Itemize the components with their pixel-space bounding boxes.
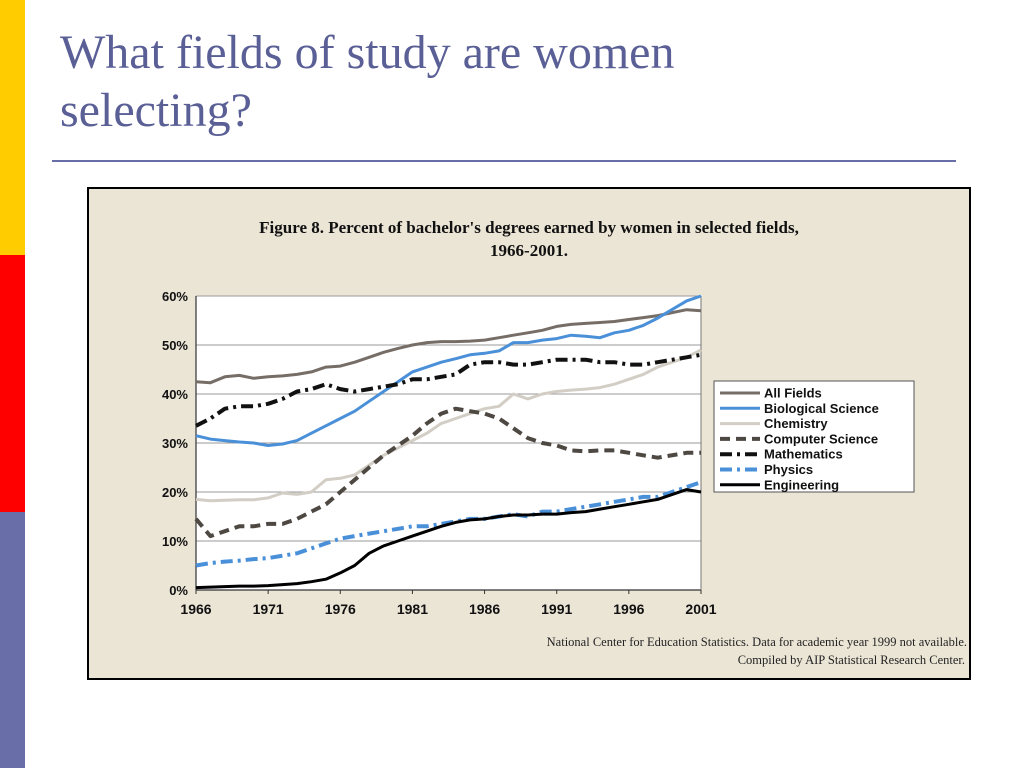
legend-label-engineering: Engineering [764,477,839,492]
series-line-all-fields [195,308,702,385]
accent-bar-slate [0,512,25,768]
series-line-computer-science [194,406,701,539]
chart-source-line2: Compiled by AIP Statistical Research Cen… [738,653,965,667]
y-tick-label: 10% [162,534,188,549]
legend-label-all-fields: All Fields [764,386,822,401]
series-line-chemistry [195,348,702,503]
x-tick-label: 1966 [180,601,211,617]
y-tick-label: 30% [162,436,188,451]
x-tick-label: 1981 [397,601,428,617]
title-divider [52,160,956,162]
line-chart: Figure 8. Percent of bachelor's degrees … [162,218,967,667]
y-tick-label: 40% [162,387,188,402]
x-tick-label: 1976 [325,601,356,617]
chart-axes: 0% 10% 20% 30% 40% 50% 60% 1966 1971 1976 1981 1986… [162,289,717,617]
slide-title: What fields of study are women selecting… [60,24,960,140]
chart-title-line2: 1966-2001. [490,241,568,260]
y-tick-label: 20% [162,485,188,500]
legend-label-biological-science: Biological Science [764,401,879,416]
legend-label-chemistry: Chemistry [764,416,828,431]
chart-title-line1: Figure 8. Percent of bachelor's degrees … [259,218,799,237]
chart-series [194,294,702,590]
x-tick-label: 1971 [253,601,284,617]
y-tick-label: 50% [162,338,188,353]
y-tick-label: 0% [169,583,188,598]
x-tick-label: 1996 [613,601,644,617]
x-tick-label: 1986 [469,601,500,617]
accent-bar-red [0,255,25,512]
chart-source-line1: National Center for Education Statistics… [547,635,967,649]
series-line-physics [195,480,702,568]
y-tick-label: 60% [162,289,188,304]
x-tick-label: 1991 [541,601,572,617]
legend-label-physics: Physics [764,462,813,477]
accent-bar-yellow [0,0,25,255]
chart-figure: Figure 8. Percent of bachelor's degrees … [87,187,971,680]
series-line-engineering [195,488,702,590]
series-line-mathematics [195,352,702,428]
series-line-biological-science [195,294,702,447]
slide-title-line2: selecting? [60,84,252,137]
legend-label-computer-science: Computer Science [764,431,878,446]
legend-box [713,380,915,493]
x-tick-label: 2001 [685,601,716,617]
slide-title-line1: What fields of study are women [60,26,675,79]
legend-label-mathematics: Mathematics [764,447,843,462]
